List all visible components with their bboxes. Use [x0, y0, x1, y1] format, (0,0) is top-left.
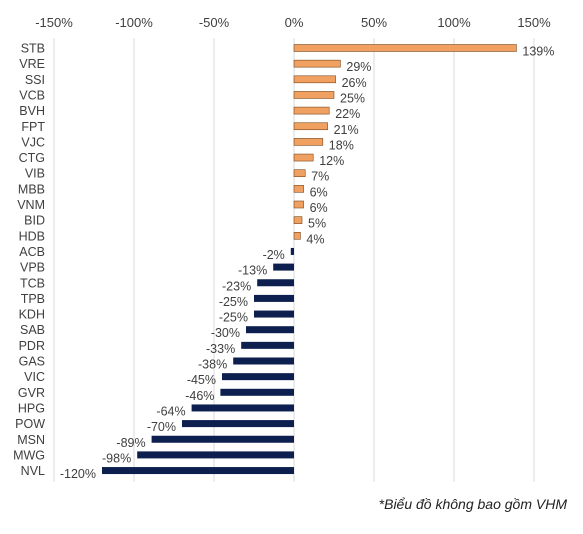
bar — [293, 122, 328, 131]
data-label: 5% — [308, 217, 326, 231]
bar — [293, 44, 517, 52]
category-label: VRE — [19, 57, 45, 71]
category-label: VIC — [24, 370, 45, 384]
category-label: NVL — [21, 464, 45, 478]
data-label: 18% — [329, 138, 354, 152]
bar — [293, 169, 306, 177]
category-label: HDB — [19, 229, 45, 243]
data-label: -25% — [219, 311, 248, 325]
category-label: BID — [24, 214, 45, 228]
bar — [293, 153, 314, 162]
bar — [293, 106, 330, 115]
category-label: TCB — [20, 276, 45, 290]
data-label: -38% — [198, 358, 227, 372]
category-label: CTG — [19, 151, 45, 165]
x-tick-label: -100% — [115, 15, 153, 30]
category-label: SAB — [20, 323, 45, 337]
data-label: -2% — [263, 248, 285, 262]
data-label: -30% — [211, 326, 240, 340]
data-label: 7% — [311, 170, 329, 184]
bar — [293, 200, 304, 209]
data-label: 21% — [334, 123, 359, 137]
bar — [293, 59, 341, 68]
data-label: -64% — [156, 404, 185, 418]
data-label: 26% — [342, 76, 367, 90]
bar — [257, 279, 294, 287]
bar — [233, 357, 294, 365]
data-label: 139% — [522, 45, 554, 59]
x-tick-label: 0% — [285, 15, 304, 30]
footnote: *Biểu đồ không bao gồm VHM — [378, 496, 567, 512]
bar — [246, 326, 294, 334]
bar — [273, 263, 294, 271]
category-label: GAS — [19, 355, 45, 369]
category-label: VIB — [25, 167, 45, 181]
category-label: PDR — [19, 339, 45, 353]
category-label: HPG — [18, 401, 45, 415]
x-tick-label: 150% — [517, 15, 551, 30]
data-label: -13% — [238, 264, 267, 278]
category-label: GVR — [18, 386, 45, 400]
data-label: -89% — [116, 436, 145, 450]
x-tick-label: -50% — [199, 15, 230, 30]
category-label: STB — [21, 42, 45, 56]
category-label: VJC — [21, 135, 45, 149]
data-label: -33% — [206, 342, 235, 356]
x-tick-label: 100% — [437, 15, 471, 30]
data-label: 6% — [310, 201, 328, 215]
data-label: 12% — [319, 154, 344, 168]
category-label: MBB — [18, 182, 45, 196]
bar — [293, 232, 301, 240]
data-label: 6% — [310, 185, 328, 199]
bar — [137, 451, 294, 459]
bar — [293, 185, 304, 193]
bar — [254, 310, 294, 318]
category-label: BVH — [19, 104, 45, 118]
category-label: POW — [15, 417, 45, 431]
bar — [293, 138, 324, 146]
data-labels: 139%29%26%25%22%21%18%12%7%6%6%5%4%-2%-1… — [60, 45, 555, 482]
data-label: -23% — [222, 279, 251, 293]
bar — [222, 373, 294, 381]
data-label: -45% — [187, 373, 216, 387]
bar — [293, 75, 336, 84]
category-label: VNM — [17, 198, 45, 212]
data-label: -70% — [147, 420, 176, 434]
bar — [220, 388, 294, 396]
data-label: 4% — [306, 232, 324, 246]
bar — [182, 420, 294, 428]
bar — [151, 435, 294, 443]
category-label: KDH — [19, 308, 45, 322]
category-label: VCB — [19, 88, 45, 102]
data-label: -120% — [60, 467, 96, 481]
category-label: MWG — [13, 448, 45, 462]
bar — [191, 404, 294, 412]
bars — [102, 44, 517, 475]
bar — [254, 294, 294, 302]
data-label: 29% — [346, 60, 371, 74]
bar — [290, 247, 294, 255]
category-label: MSN — [17, 433, 45, 447]
x-tick-label: -150% — [35, 15, 73, 30]
category-label: ACB — [19, 245, 45, 259]
category-label: SSI — [25, 73, 45, 87]
category-label: VPB — [20, 261, 45, 275]
bar — [293, 91, 335, 99]
bar — [293, 216, 303, 224]
data-label: -98% — [102, 451, 131, 465]
category-label: TPB — [21, 292, 45, 306]
data-label: -46% — [185, 389, 214, 403]
bar — [241, 341, 294, 349]
data-label: 25% — [340, 91, 365, 105]
x-tick-label: 50% — [361, 15, 387, 30]
gridlines — [53, 38, 535, 482]
category-label: FPT — [21, 120, 45, 134]
x-axis-ticks: -150% -100% -50% 0% 50% 100% 150% — [35, 15, 551, 30]
bar — [102, 467, 294, 475]
data-label: -25% — [219, 295, 248, 309]
data-label: 22% — [335, 107, 360, 121]
